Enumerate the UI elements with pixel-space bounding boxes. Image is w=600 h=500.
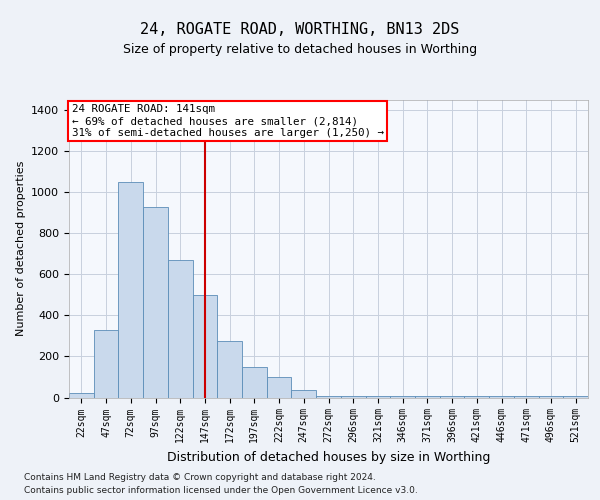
Bar (193, 295, 217, 398)
Bar (316, 396, 341, 398)
Text: Size of property relative to detached houses in Worthing: Size of property relative to detached ho… (123, 42, 477, 56)
Bar (118, 182, 143, 398)
Bar (365, 396, 390, 398)
Bar (267, 377, 292, 398)
Bar (217, 341, 242, 398)
Text: 24, ROGATE ROAD, WORTHING, BN13 2DS: 24, ROGATE ROAD, WORTHING, BN13 2DS (140, 22, 460, 38)
Bar (415, 396, 440, 398)
Bar (539, 396, 563, 398)
Bar (390, 396, 415, 398)
Bar (69, 394, 94, 398)
Text: 24 ROGATE ROAD: 141sqm
← 69% of detached houses are smaller (2,814)
31% of semi-: 24 ROGATE ROAD: 141sqm ← 69% of detached… (71, 104, 383, 138)
Bar (341, 396, 365, 398)
Bar (489, 396, 514, 398)
Bar (292, 390, 316, 398)
Text: Contains HM Land Registry data © Crown copyright and database right 2024.: Contains HM Land Registry data © Crown c… (24, 472, 376, 482)
Bar (94, 330, 118, 398)
Bar (464, 396, 489, 398)
Text: Contains public sector information licensed under the Open Government Licence v3: Contains public sector information licen… (24, 486, 418, 495)
Bar (514, 396, 539, 398)
X-axis label: Distribution of detached houses by size in Worthing: Distribution of detached houses by size … (167, 451, 490, 464)
Bar (168, 260, 193, 398)
Bar (563, 396, 588, 398)
Bar (242, 366, 267, 398)
Bar (143, 206, 168, 398)
Y-axis label: Number of detached properties: Number of detached properties (16, 161, 26, 336)
Bar (440, 396, 464, 398)
